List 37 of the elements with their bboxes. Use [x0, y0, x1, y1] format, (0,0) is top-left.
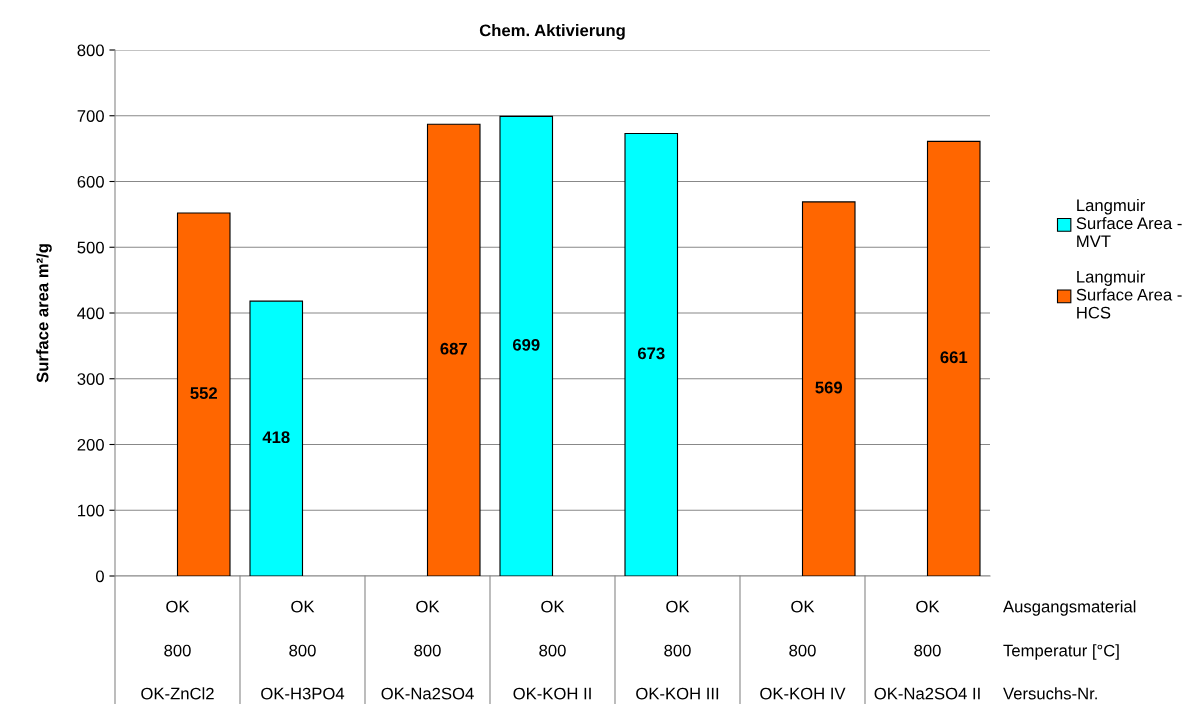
- text: Temperatur [°C]: [1003, 644, 1119, 660]
- data-label: 661: [940, 351, 968, 364]
- category-label: OK 800 OK-Na2SO4 II: [874, 600, 980, 700]
- bar: [426, 123, 481, 576]
- bar: [499, 115, 554, 576]
- category-label: OK 800 OK-KOH II: [513, 600, 591, 700]
- chart-title: Chem. Aktivierung: [479, 24, 625, 40]
- y-tick-label: 800: [77, 44, 104, 57]
- category-label: OK 800 OK-Na2SO4: [381, 600, 474, 700]
- bar: [249, 300, 304, 576]
- y-tick-label: 0: [95, 570, 104, 583]
- bar: [176, 212, 231, 576]
- y-tick-label: 100: [78, 504, 104, 517]
- bar: [926, 140, 981, 576]
- bar: [801, 201, 856, 576]
- data-label: 673: [637, 347, 665, 360]
- y-tick-label: 400: [77, 307, 104, 320]
- y-tick-label: 700: [77, 110, 104, 122]
- y-tick-label: 500: [77, 241, 104, 254]
- text: Ausgangsmaterial: [1003, 600, 1136, 616]
- bar: [624, 132, 679, 576]
- data-label: 552: [190, 387, 217, 399]
- data-label: 699: [512, 338, 540, 351]
- text: Versuchs-Nr.: [1003, 687, 1097, 700]
- category-label: OK 800 OK-H3PO4: [261, 600, 345, 700]
- data-label: 418: [262, 431, 290, 444]
- y-axis-title: Surface area m²/g: [36, 244, 52, 383]
- category-label: OK 800 OK-KOH III: [636, 600, 719, 700]
- legend-label: Langmuir Surface Area - HCS: [1076, 270, 1182, 319]
- y-tick-label: 600: [77, 175, 104, 188]
- category-label: OK 800 OK-KOH IV: [760, 600, 846, 700]
- y-tick-label: 200: [77, 438, 104, 451]
- category-label: OK 800 OK-ZnCl2: [141, 600, 214, 700]
- legend-label: Langmuir Surface Area - MVT: [1076, 198, 1182, 247]
- data-label: 687: [440, 342, 467, 355]
- data-label: 569: [815, 381, 843, 394]
- y-tick-label: 300: [77, 373, 104, 385]
